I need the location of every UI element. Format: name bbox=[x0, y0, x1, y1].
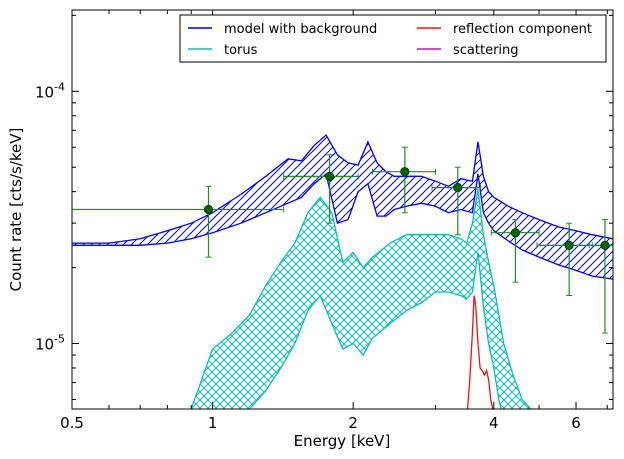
x-axis-label: Energy [keV] bbox=[294, 432, 391, 450]
data-point-6 bbox=[600, 240, 610, 250]
data-point-2 bbox=[400, 167, 410, 177]
x-tick-label: 1 bbox=[208, 414, 218, 432]
y-tick-base: 10 bbox=[35, 83, 54, 101]
band-upper-torus bbox=[190, 188, 532, 409]
band-lower-model-with-background bbox=[72, 172, 613, 280]
x-tick-label: 2 bbox=[348, 414, 358, 432]
x-tick-label: 4 bbox=[489, 414, 499, 432]
legend-label-3: scattering bbox=[453, 43, 519, 58]
band-lower-torus bbox=[248, 252, 502, 409]
band-fill-torus bbox=[191, 188, 531, 409]
legend-box bbox=[179, 14, 607, 63]
band-upper-model-with-background bbox=[72, 134, 613, 244]
axes: 0.5 1 2 4 610-510-4 bbox=[35, 10, 613, 432]
x-tick-label: 6 bbox=[571, 414, 581, 432]
band-fill-model-with-background bbox=[72, 135, 613, 280]
x-tick-label: 0.5 bbox=[60, 414, 84, 432]
data-point-1 bbox=[324, 171, 335, 181]
y-axis-label: Count rate [cts/s/keV] bbox=[7, 128, 25, 292]
data-point-4 bbox=[510, 228, 521, 238]
legend-label-1: reflection component bbox=[453, 22, 592, 37]
y-tick-label: 10-5 bbox=[35, 333, 65, 354]
data-point-0 bbox=[203, 204, 214, 215]
y-tick-label: 10-4 bbox=[35, 80, 65, 101]
plot-frame bbox=[71, 9, 614, 410]
data-point-5 bbox=[564, 240, 574, 250]
legend-label-2: torus bbox=[224, 43, 258, 58]
legend: model with background reflection componen… bbox=[179, 14, 607, 63]
y-tick-exponent: -5 bbox=[54, 333, 65, 346]
line-reflection-component bbox=[466, 295, 494, 409]
y-tick-exponent: -4 bbox=[54, 80, 65, 93]
plot-area bbox=[72, 134, 613, 409]
legend-label-0: model with background bbox=[224, 22, 377, 37]
y-tick-base: 10 bbox=[35, 336, 54, 354]
data-point-3 bbox=[453, 183, 463, 193]
